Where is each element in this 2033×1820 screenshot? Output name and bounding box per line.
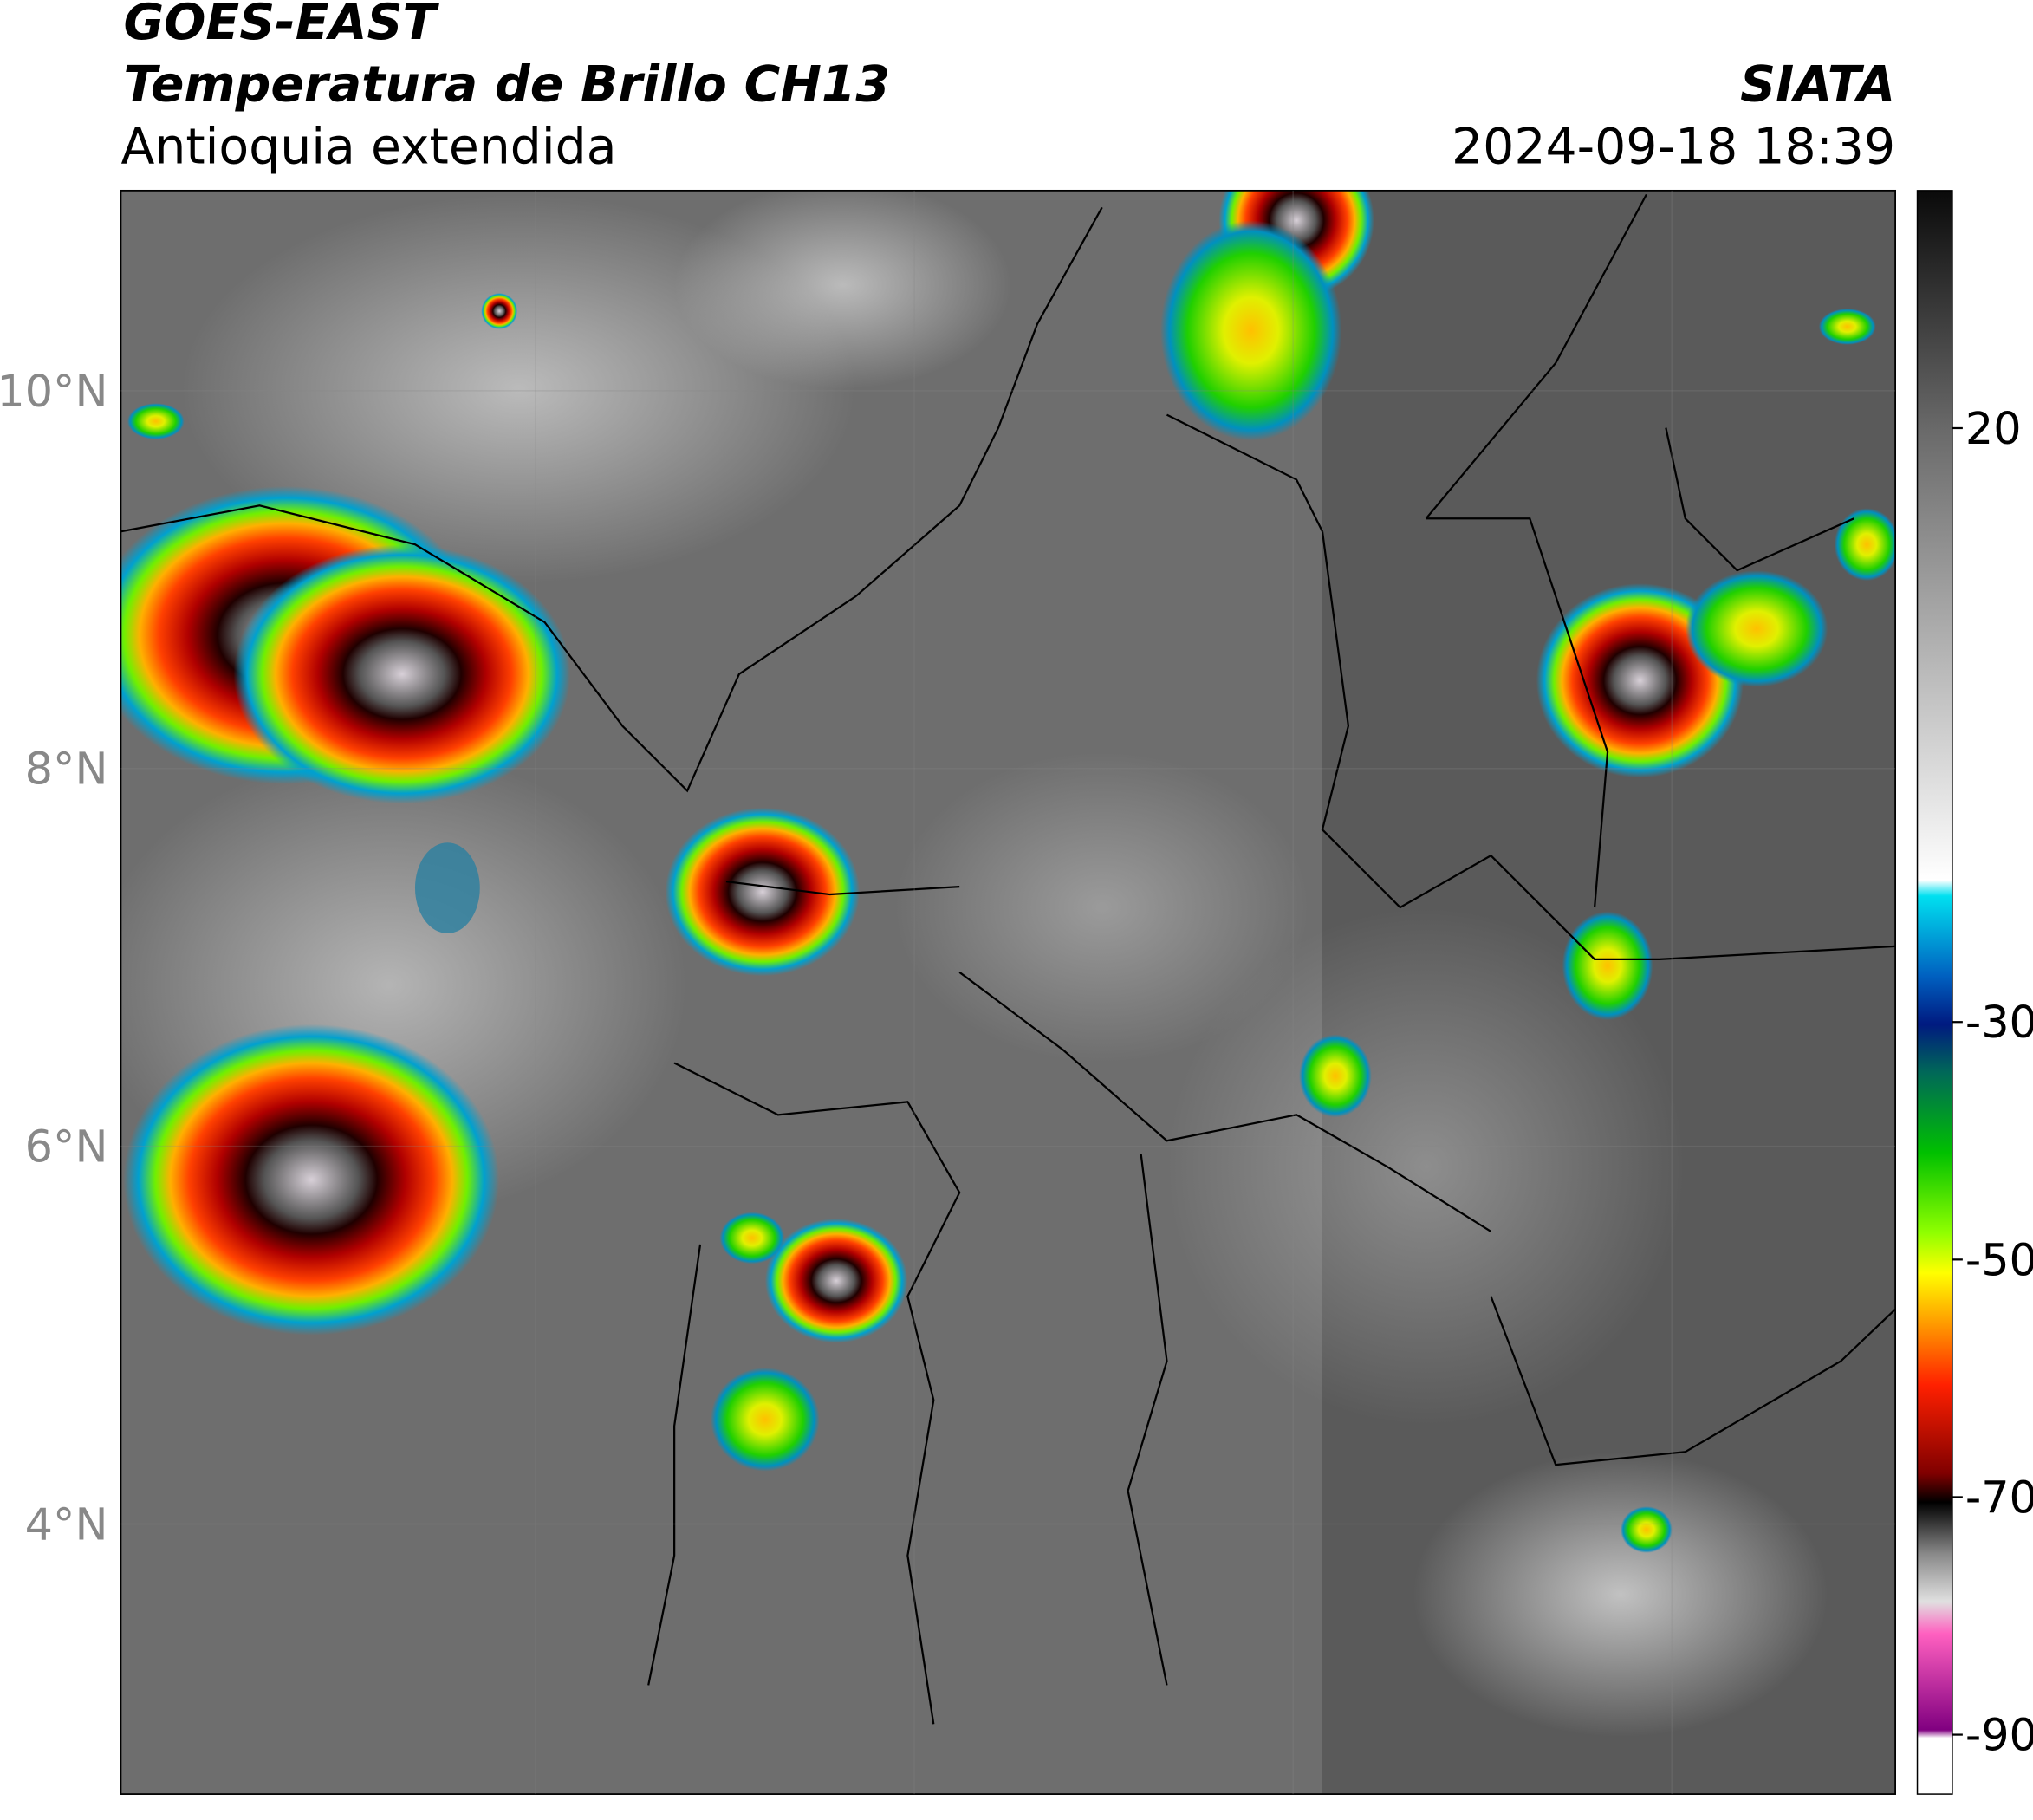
map-frame: [120, 189, 1896, 1795]
colorbar-tick-label: -90: [1965, 1710, 2033, 1761]
source: SIATA: [1740, 56, 1895, 114]
lat-tick-label: 10°N: [0, 366, 107, 417]
datetime: 2024-09-18 18:39: [1452, 118, 1895, 175]
subtitle: Temperatura de Brillo CH13: [123, 56, 890, 114]
colorbar: [1916, 190, 1953, 1795]
colorbar-tick-label: -30: [1965, 997, 2033, 1048]
lon-tick-label: 72°W: [1611, 1816, 1732, 1820]
borders: [120, 193, 1896, 1725]
lat-tick-label: 6°N: [25, 1121, 108, 1173]
lon-tick-label: 78°W: [475, 1816, 596, 1820]
region: Antioquia extendida: [120, 118, 616, 175]
map-image: [120, 190, 1896, 1795]
colorbar-tick-label: -70: [1965, 1472, 2033, 1523]
lon-tick-label: 76°W: [854, 1816, 975, 1820]
title: GOES-EAST: [123, 0, 439, 51]
lat-tick-label: 8°N: [25, 744, 108, 795]
colorbar-tick-label: 20: [1965, 403, 2022, 454]
lon-tick-label: 74°W: [1232, 1816, 1354, 1820]
lat-tick-label: 4°N: [25, 1498, 108, 1550]
colorbar-tick-label: -50: [1965, 1234, 2033, 1285]
